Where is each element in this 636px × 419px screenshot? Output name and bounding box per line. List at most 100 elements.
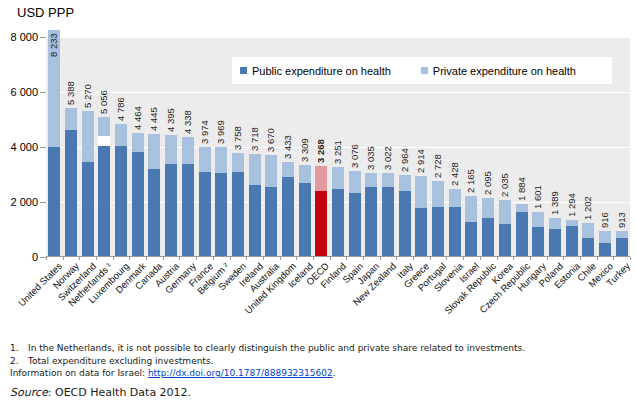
bar-austria — [165, 135, 177, 256]
public-segment — [215, 173, 227, 256]
bar-korea — [499, 200, 511, 256]
public-segment — [299, 183, 311, 256]
source-line: Source: OECD Health Data 2012. — [10, 386, 191, 399]
bar-value-label: 3 758 — [233, 126, 243, 150]
bar-value-label: 2 964 — [400, 148, 410, 172]
bar-ireland — [249, 154, 261, 256]
y-tick-label: 0 — [0, 251, 38, 263]
bar-denmark — [132, 133, 144, 256]
public-segment — [532, 227, 544, 256]
gridline — [46, 92, 630, 93]
private-segment — [82, 111, 94, 162]
y-tick-label: 4 000 — [0, 141, 38, 153]
private-segment — [265, 155, 277, 187]
public-segment — [249, 185, 261, 256]
footnote-2-number: 2. — [10, 355, 28, 368]
bar-united-kingdom — [282, 162, 294, 256]
bar-oecd — [315, 166, 327, 256]
bar-value-label: 4 464 — [133, 106, 143, 130]
bar-value-label: 2 728 — [433, 154, 443, 178]
public-segment — [182, 164, 194, 256]
legend: Public expenditure on health Private exp… — [232, 57, 612, 84]
israel-note-text: Information on data for Israel: — [10, 368, 148, 378]
private-segment — [465, 196, 477, 221]
undistinguished-segment — [98, 136, 110, 146]
bar-luxembourg — [115, 124, 127, 256]
public-segment — [232, 172, 244, 256]
private-segment — [182, 137, 194, 165]
bar-value-label: 3 035 — [366, 146, 376, 170]
private-segment — [98, 117, 110, 136]
source-word: Source — [10, 386, 48, 399]
bar-norway — [65, 108, 77, 256]
bar-value-label: 4 445 — [149, 107, 159, 131]
private-segment — [215, 147, 227, 173]
legend-label-private: Private expenditure on health — [433, 65, 576, 77]
bar-switzerland — [82, 111, 94, 256]
bar-value-label: 4 395 — [166, 108, 176, 132]
public-segment — [365, 187, 377, 256]
private-segment — [516, 204, 528, 212]
y-tick-label: 6 000 — [0, 86, 38, 98]
bar-germany — [182, 137, 194, 256]
bar-france — [199, 147, 211, 256]
footnotes: 1.In the Netherlands, it is not possible… — [10, 342, 525, 380]
bar-czech-republic — [516, 204, 528, 256]
bar-value-label: 913 — [617, 212, 627, 228]
private-segment — [115, 124, 127, 145]
bar-portugal — [432, 181, 444, 256]
bar-value-label: 3 718 — [250, 127, 260, 151]
private-segment — [365, 173, 377, 188]
bar-value-label: 3 969 — [216, 120, 226, 144]
bar-iceland — [299, 165, 311, 256]
footnote-1-number: 1. — [10, 342, 28, 355]
israel-doi-link[interactable]: http://dx.doi.org/10.1787/888932315602 — [148, 368, 333, 378]
bar-turkey — [616, 231, 628, 256]
bar-belgium — [215, 147, 227, 256]
public-segment — [465, 222, 477, 256]
footnote-2-text: Total expenditure excluding investments. — [28, 356, 213, 366]
bar-value-label: 5 056 — [99, 90, 109, 114]
private-segment — [165, 135, 177, 164]
bar-slovak-republic — [482, 198, 494, 256]
legend-item-private: Private expenditure on health — [421, 65, 576, 77]
bar-value-label: 8 233 — [49, 33, 59, 57]
bar-value-label: 5 388 — [66, 81, 76, 105]
private-segment — [415, 176, 427, 208]
private-segment — [199, 147, 211, 172]
public-segment — [349, 193, 361, 256]
bar-chile — [582, 223, 594, 256]
bar-poland — [549, 218, 561, 256]
private-segment — [499, 200, 511, 224]
public-segment — [599, 243, 611, 256]
footnote-israel: Information on data for Israel: http://d… — [10, 367, 525, 380]
bar-value-label: 2 035 — [500, 173, 510, 197]
private-segment — [582, 223, 594, 238]
y-tick-mark — [40, 37, 46, 38]
private-segment — [382, 173, 394, 187]
bar-value-label: 3 309 — [300, 138, 310, 162]
public-segment — [282, 177, 294, 256]
bar-new-zealand — [382, 173, 394, 256]
public-segment — [382, 187, 394, 256]
y-tick-label: 8 000 — [0, 31, 38, 43]
private-segment — [332, 167, 344, 189]
public-segment — [48, 147, 60, 256]
y-axis-title: USD PPP — [17, 5, 74, 20]
legend-item-public: Public expenditure on health — [240, 65, 391, 77]
bar-value-label: 5 270 — [83, 84, 93, 108]
public-segment — [482, 218, 494, 256]
bar-value-label: 1 601 — [533, 185, 543, 209]
private-segment — [315, 166, 327, 191]
private-segment — [399, 175, 411, 192]
bar-finland — [332, 167, 344, 256]
bar-spain — [349, 171, 361, 256]
bar-value-label: 3 076 — [350, 145, 360, 169]
x-tick-mark — [630, 257, 631, 260]
public-segment — [115, 146, 127, 256]
bar-value-label: 1 884 — [517, 177, 527, 201]
private-series-swatch-icon — [421, 67, 428, 74]
private-segment — [132, 133, 144, 151]
public-segment — [516, 212, 528, 256]
bar-israel — [465, 196, 477, 256]
